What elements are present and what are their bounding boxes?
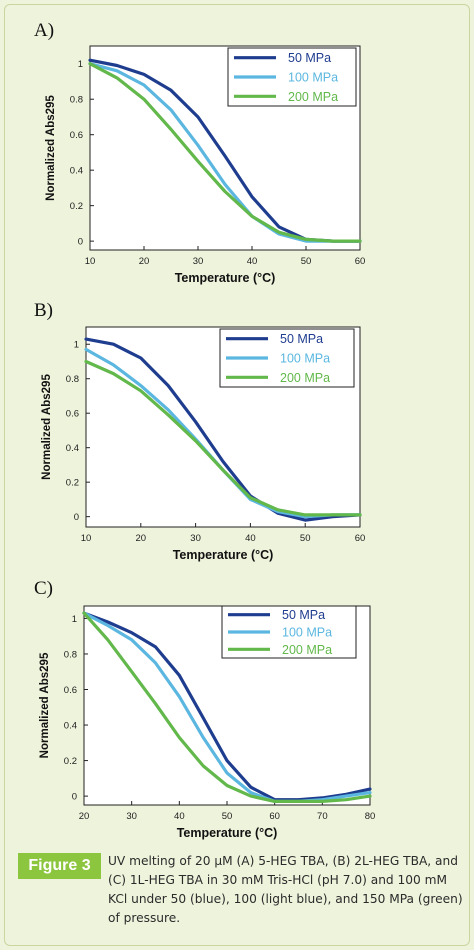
series-line-200-mpa <box>82 611 372 804</box>
panel-label-b: B) <box>34 300 53 321</box>
x-tick-label: 60 <box>355 533 366 544</box>
x-tick-label: 60 <box>355 256 366 267</box>
y-tick-label: 0.8 <box>64 649 77 660</box>
x-tick-label: 40 <box>247 256 258 267</box>
y-tick-label: 0.4 <box>66 443 79 454</box>
x-tick-label: 20 <box>79 811 90 822</box>
legend-label: 200 MPa <box>288 90 338 104</box>
y-tick-label: 0 <box>74 512 79 523</box>
series-line-200-mpa <box>84 359 362 517</box>
x-axis-label: Temperature (°C) <box>175 271 276 285</box>
series-line-100-mpa <box>82 611 372 804</box>
y-axis-label: Normalized Abs295 <box>39 652 51 758</box>
y-tick-label: 0.6 <box>66 409 79 420</box>
y-tick-label: 0.4 <box>64 721 77 732</box>
series-line-50-mpa <box>82 611 372 802</box>
y-tick-label: 0.4 <box>70 166 83 177</box>
chart-b: 0 0.2 0.4 0.6 0.8 1 10 20 30 40 50 60 Temperature (°… <box>41 326 366 562</box>
chart-c: 0 0.2 0.4 0.6 0.8 1 20 30 40 50 60 70 80 Temperature … <box>39 605 376 840</box>
legend-label: 200 MPa <box>280 371 330 385</box>
x-axis-label: Temperature (°C) <box>177 826 278 840</box>
y-tick-label: 0.8 <box>66 374 79 385</box>
figure-label: Figure 3 <box>18 853 101 879</box>
x-tick-label: 30 <box>193 256 204 267</box>
x-tick-label: 20 <box>139 256 150 267</box>
figure-caption: UV melting of 20 µM (A) 5-HEG TBA, (B) 2… <box>108 854 463 925</box>
legend-label: 200 MPa <box>282 643 332 657</box>
x-tick-label: 10 <box>81 533 92 544</box>
y-tick-label: 0.2 <box>70 201 83 212</box>
y-tick-label: 0.8 <box>70 95 83 106</box>
x-tick-label: 40 <box>245 533 256 544</box>
y-tick-label: 0 <box>72 792 77 803</box>
x-tick-label: 40 <box>174 811 185 822</box>
legend-label: 50 MPa <box>280 332 323 346</box>
legend-label: 100 MPa <box>282 626 332 640</box>
y-axis-label: Normalized Abs295 <box>45 95 57 201</box>
legend-label: 50 MPa <box>282 608 325 622</box>
x-tick-label: 60 <box>269 811 280 822</box>
x-tick-label: 30 <box>126 811 137 822</box>
x-tick-label: 70 <box>317 811 328 822</box>
series-line-200-mpa <box>88 62 362 243</box>
y-tick-label: 0.6 <box>70 130 83 141</box>
x-tick-label: 50 <box>301 256 312 267</box>
x-tick-label: 50 <box>300 533 311 544</box>
x-tick-label: 80 <box>365 811 376 822</box>
chart-a: 0 0.2 0.4 0.6 0.8 1 10 20 30 40 50 60 Temperature (°… <box>45 45 366 285</box>
y-tick-label: 0.6 <box>64 685 77 696</box>
panel-label-c: C) <box>34 578 53 599</box>
y-tick-label: 1 <box>78 59 83 70</box>
y-tick-label: 0.2 <box>66 478 79 489</box>
y-axis-label: Normalized Abs295 <box>41 374 53 480</box>
legend-label: 50 MPa <box>288 51 331 65</box>
x-axis-label: Temperature (°C) <box>173 548 274 562</box>
panel-label-a: A) <box>34 20 55 41</box>
y-tick-label: 1 <box>72 614 77 625</box>
series-line-50-mpa <box>84 337 362 522</box>
x-tick-label: 10 <box>85 256 96 267</box>
y-tick-label: 0.2 <box>64 756 77 767</box>
x-tick-label: 20 <box>136 533 147 544</box>
legend-label: 100 MPa <box>288 71 338 85</box>
y-tick-label: 1 <box>74 340 79 351</box>
legend-label: 100 MPa <box>280 352 330 366</box>
y-tick-label: 0 <box>78 237 83 248</box>
x-tick-label: 50 <box>222 811 233 822</box>
x-tick-label: 30 <box>190 533 201 544</box>
